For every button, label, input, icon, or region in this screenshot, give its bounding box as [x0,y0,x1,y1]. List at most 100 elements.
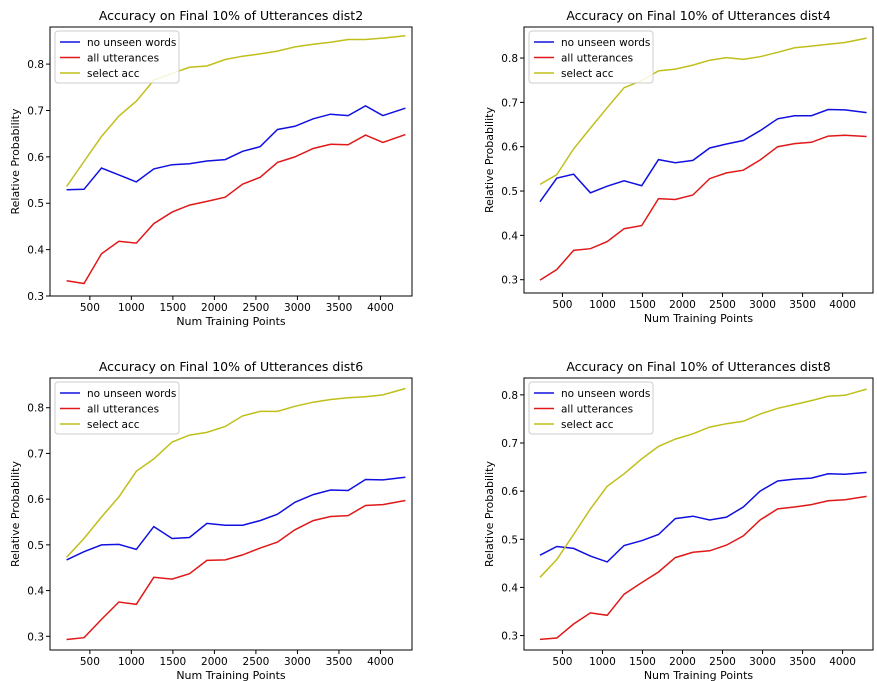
x-tick-label: 3000 [284,656,311,668]
x-axis-label: Num Training Points [644,312,754,325]
series-line-select-acc [539,37,867,186]
x-tick-label: 500 [80,302,100,314]
legend: no unseen words all utterances select acc [54,381,180,435]
legend-box [528,381,654,435]
x-tick-label: 500 [552,656,572,668]
x-tick-label: 1000 [118,302,145,314]
x-tick-label: 3000 [749,656,776,668]
y-tick-label: 0.4 [501,582,518,594]
y-tick-label: 0.3 [501,275,518,287]
y-tick-label: 0.5 [27,540,44,552]
y-tick-label: 0.7 [27,448,44,460]
series-line-no-unseen-words [66,104,406,191]
legend-entry: no unseen words [561,388,650,400]
y-tick-label: 0.8 [27,59,44,71]
x-tick-label: 3500 [326,302,353,314]
x-tick-label: 4000 [829,656,856,668]
y-tick-label: 0.6 [27,152,44,164]
series-line-select-acc [539,388,867,578]
x-tick-label: 3500 [789,299,816,311]
legend-entry: select acc [87,419,140,431]
y-tick-label: 0.8 [501,390,518,402]
chart-title: Accuracy on Final 10% of Utterances dist… [566,359,830,374]
y-tick-label: 0.7 [501,438,518,450]
series-line-no-unseen-words [539,471,867,563]
chart-4: Accuracy on Final 10% of Utterances dist… [483,359,874,681]
legend-entry: select acc [87,68,140,80]
y-tick-label: 0.8 [501,53,518,65]
legend-entry: all utterances [561,53,633,65]
x-tick-label: 2000 [201,656,228,668]
x-tick-label: 1000 [118,656,145,668]
series-line-select-acc [66,387,406,558]
x-axis-label: Num Training Points [176,669,286,681]
chart-title: Accuracy on Final 10% of Utterances dist… [99,8,363,23]
plot-frame [49,26,413,297]
x-tick-label: 3000 [749,299,776,311]
x-tick-label: 3500 [326,656,353,668]
series-line-all-utterances [539,134,867,281]
y-tick-label: 0.6 [501,486,518,498]
series-line-all-utterances [66,499,406,641]
legend-entry: all utterances [87,53,159,65]
legend-entry: all utterances [561,404,633,416]
legend-box [54,30,180,84]
legend-box [528,30,654,84]
y-axis-label: Relative Probability [9,461,22,567]
y-tick-label: 0.4 [501,230,518,242]
x-tick-label: 1500 [629,299,656,311]
series-line-no-unseen-words [66,476,406,561]
series-line-no-unseen-words [539,108,867,203]
legend-entry: select acc [561,68,614,80]
y-axis-label: Relative Probability [9,108,22,214]
legend-entry: all utterances [87,404,159,416]
chart-1: Accuracy on Final 10% of Utterances dist… [9,8,413,328]
y-tick-label: 0.8 [27,403,44,415]
x-axis-label: Num Training Points [176,315,286,328]
x-tick-label: 1000 [589,656,616,668]
x-tick-label: 3000 [284,302,311,314]
y-tick-label: 0.7 [501,97,518,109]
x-tick-label: 1000 [589,299,616,311]
x-tick-label: 2000 [669,656,696,668]
series-line-select-acc [65,35,406,187]
y-axis-label: Relative Probability [483,461,496,567]
y-tick-label: 0.3 [27,631,44,643]
x-tick-label: 1500 [629,656,656,668]
legend: no unseen words all utterances select acc [528,381,654,435]
legend-entry: no unseen words [87,388,176,400]
y-axis-label: Relative Probability [483,107,496,213]
x-tick-label: 2500 [709,656,736,668]
legend: no unseen words all utterances select acc [54,30,180,84]
x-tick-label: 3500 [789,656,816,668]
x-tick-label: 2500 [243,302,270,314]
x-tick-label: 2000 [669,299,696,311]
legend-entry: no unseen words [561,37,650,49]
chart-title: Accuracy on Final 10% of Utterances dist… [99,359,363,374]
plot-frame [49,377,413,651]
series-line-all-utterances [66,133,406,285]
x-tick-label: 500 [552,299,572,311]
legend-entry: select acc [561,419,614,431]
legend-box [54,381,180,435]
chart-2: Accuracy on Final 10% of Utterances dist… [483,8,874,325]
y-tick-label: 0.4 [27,245,44,257]
y-tick-label: 0.6 [27,494,44,506]
x-tick-label: 4000 [367,302,394,314]
x-tick-label: 2500 [243,656,270,668]
x-tick-label: 2500 [709,299,736,311]
x-axis-label: Num Training Points [644,669,754,681]
plot-frame [523,26,874,294]
series-line-all-utterances [539,495,867,641]
x-tick-label: 4000 [829,299,856,311]
legend: no unseen words all utterances select acc [528,30,654,84]
y-tick-label: 0.3 [501,631,518,643]
x-tick-label: 1500 [160,656,187,668]
y-tick-label: 0.4 [27,586,44,598]
y-tick-label: 0.7 [27,105,44,117]
x-tick-label: 2000 [201,302,228,314]
x-tick-label: 4000 [367,656,394,668]
y-tick-label: 0.5 [501,534,518,546]
x-tick-label: 500 [80,656,100,668]
